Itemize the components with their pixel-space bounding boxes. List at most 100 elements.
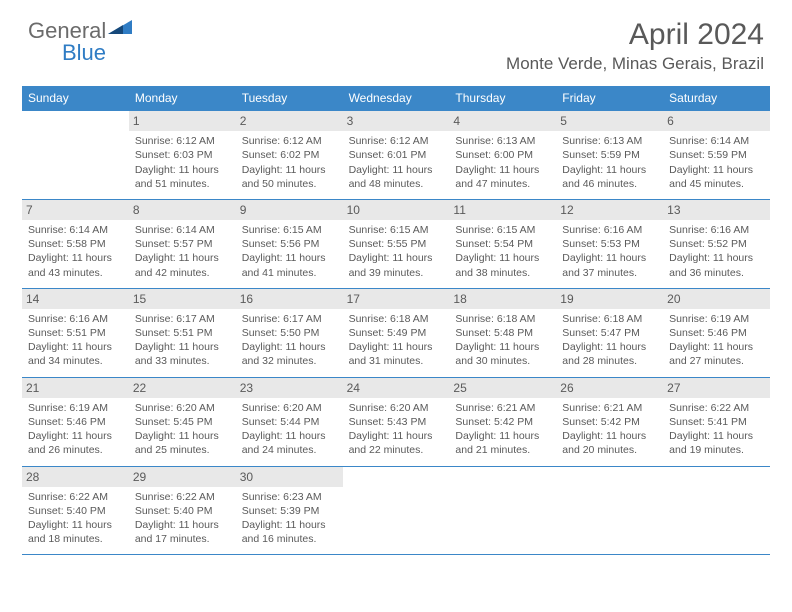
sunrise-text: Sunrise: 6:14 AM — [28, 223, 123, 237]
location-subtitle: Monte Verde, Minas Gerais, Brazil — [506, 54, 764, 74]
daylight-text: Daylight: 11 hours — [28, 518, 123, 532]
calendar-day-cell — [663, 467, 770, 555]
weekday-header: Monday — [129, 86, 236, 110]
triangle-icon — [108, 20, 132, 41]
sunrise-text: Sunrise: 6:22 AM — [669, 401, 764, 415]
daylight-text: and 30 minutes. — [455, 354, 550, 368]
calendar-day-cell: 12Sunrise: 6:16 AMSunset: 5:53 PMDayligh… — [556, 200, 663, 288]
weekday-header-row: SundayMondayTuesdayWednesdayThursdayFrid… — [22, 86, 770, 110]
sunset-text: Sunset: 5:49 PM — [349, 326, 444, 340]
daylight-text: and 45 minutes. — [669, 177, 764, 191]
daylight-text: Daylight: 11 hours — [28, 340, 123, 354]
sunset-text: Sunset: 5:51 PM — [135, 326, 230, 340]
daylight-text: Daylight: 11 hours — [669, 251, 764, 265]
day-number: 6 — [663, 111, 770, 131]
sunset-text: Sunset: 5:53 PM — [562, 237, 657, 251]
daylight-text: and 48 minutes. — [349, 177, 444, 191]
calendar-day-cell — [556, 467, 663, 555]
day-number: 24 — [343, 378, 450, 398]
sunrise-text: Sunrise: 6:12 AM — [242, 134, 337, 148]
sunrise-text: Sunrise: 6:15 AM — [455, 223, 550, 237]
calendar-day-cell: 20Sunrise: 6:19 AMSunset: 5:46 PMDayligh… — [663, 289, 770, 377]
calendar-day-cell: 27Sunrise: 6:22 AMSunset: 5:41 PMDayligh… — [663, 378, 770, 466]
page-title: April 2024 — [506, 18, 764, 52]
calendar-day-cell: 5Sunrise: 6:13 AMSunset: 5:59 PMDaylight… — [556, 111, 663, 199]
day-number: 5 — [556, 111, 663, 131]
sunrise-text: Sunrise: 6:18 AM — [562, 312, 657, 326]
day-number: 13 — [663, 200, 770, 220]
logo: GeneralBlue — [28, 18, 132, 66]
sunrise-text: Sunrise: 6:14 AM — [669, 134, 764, 148]
daylight-text: Daylight: 11 hours — [349, 340, 444, 354]
daylight-text: and 46 minutes. — [562, 177, 657, 191]
calendar-day-cell — [449, 467, 556, 555]
calendar-day-cell: 14Sunrise: 6:16 AMSunset: 5:51 PMDayligh… — [22, 289, 129, 377]
daylight-text: Daylight: 11 hours — [135, 163, 230, 177]
sunset-text: Sunset: 5:46 PM — [28, 415, 123, 429]
daylight-text: and 24 minutes. — [242, 443, 337, 457]
day-number: 30 — [236, 467, 343, 487]
daylight-text: Daylight: 11 hours — [135, 251, 230, 265]
title-block: April 2024 Monte Verde, Minas Gerais, Br… — [506, 18, 764, 74]
daylight-text: and 20 minutes. — [562, 443, 657, 457]
sunrise-text: Sunrise: 6:16 AM — [562, 223, 657, 237]
sunset-text: Sunset: 5:44 PM — [242, 415, 337, 429]
daylight-text: Daylight: 11 hours — [669, 429, 764, 443]
daylight-text: Daylight: 11 hours — [455, 340, 550, 354]
daylight-text: and 26 minutes. — [28, 443, 123, 457]
sunrise-text: Sunrise: 6:14 AM — [135, 223, 230, 237]
calendar-day-cell: 2Sunrise: 6:12 AMSunset: 6:02 PMDaylight… — [236, 111, 343, 199]
sunrise-text: Sunrise: 6:18 AM — [455, 312, 550, 326]
sunset-text: Sunset: 5:58 PM — [28, 237, 123, 251]
day-number: 14 — [22, 289, 129, 309]
daylight-text: and 31 minutes. — [349, 354, 444, 368]
day-number: 27 — [663, 378, 770, 398]
day-number: 16 — [236, 289, 343, 309]
day-number: 23 — [236, 378, 343, 398]
daylight-text: and 33 minutes. — [135, 354, 230, 368]
sunrise-text: Sunrise: 6:15 AM — [242, 223, 337, 237]
daylight-text: and 25 minutes. — [135, 443, 230, 457]
day-number: 9 — [236, 200, 343, 220]
daylight-text: Daylight: 11 hours — [562, 251, 657, 265]
calendar-day-cell: 23Sunrise: 6:20 AMSunset: 5:44 PMDayligh… — [236, 378, 343, 466]
day-number: 26 — [556, 378, 663, 398]
sunset-text: Sunset: 5:54 PM — [455, 237, 550, 251]
calendar-day-cell: 10Sunrise: 6:15 AMSunset: 5:55 PMDayligh… — [343, 200, 450, 288]
weekday-header: Sunday — [22, 86, 129, 110]
day-number: 22 — [129, 378, 236, 398]
calendar-day-cell: 1Sunrise: 6:12 AMSunset: 6:03 PMDaylight… — [129, 111, 236, 199]
daylight-text: Daylight: 11 hours — [455, 251, 550, 265]
daylight-text: Daylight: 11 hours — [135, 429, 230, 443]
sunrise-text: Sunrise: 6:21 AM — [455, 401, 550, 415]
day-number: 15 — [129, 289, 236, 309]
sunset-text: Sunset: 6:03 PM — [135, 148, 230, 162]
daylight-text: and 16 minutes. — [242, 532, 337, 546]
daylight-text: and 21 minutes. — [455, 443, 550, 457]
sunrise-text: Sunrise: 6:17 AM — [135, 312, 230, 326]
daylight-text: and 19 minutes. — [669, 443, 764, 457]
sunrise-text: Sunrise: 6:19 AM — [669, 312, 764, 326]
calendar-week-row: 1Sunrise: 6:12 AMSunset: 6:03 PMDaylight… — [22, 110, 770, 199]
sunset-text: Sunset: 5:59 PM — [669, 148, 764, 162]
daylight-text: and 22 minutes. — [349, 443, 444, 457]
daylight-text: Daylight: 11 hours — [669, 340, 764, 354]
sunset-text: Sunset: 5:51 PM — [28, 326, 123, 340]
daylight-text: Daylight: 11 hours — [349, 429, 444, 443]
daylight-text: Daylight: 11 hours — [242, 429, 337, 443]
daylight-text: Daylight: 11 hours — [349, 251, 444, 265]
daylight-text: Daylight: 11 hours — [242, 518, 337, 532]
daylight-text: Daylight: 11 hours — [135, 340, 230, 354]
sunset-text: Sunset: 6:01 PM — [349, 148, 444, 162]
calendar-day-cell: 13Sunrise: 6:16 AMSunset: 5:52 PMDayligh… — [663, 200, 770, 288]
sunrise-text: Sunrise: 6:16 AM — [669, 223, 764, 237]
day-number: 10 — [343, 200, 450, 220]
calendar-day-cell: 9Sunrise: 6:15 AMSunset: 5:56 PMDaylight… — [236, 200, 343, 288]
weekday-header: Wednesday — [343, 86, 450, 110]
sunrise-text: Sunrise: 6:23 AM — [242, 490, 337, 504]
day-number: 20 — [663, 289, 770, 309]
daylight-text: Daylight: 11 hours — [28, 429, 123, 443]
daylight-text: Daylight: 11 hours — [242, 340, 337, 354]
daylight-text: Daylight: 11 hours — [455, 163, 550, 177]
daylight-text: and 28 minutes. — [562, 354, 657, 368]
